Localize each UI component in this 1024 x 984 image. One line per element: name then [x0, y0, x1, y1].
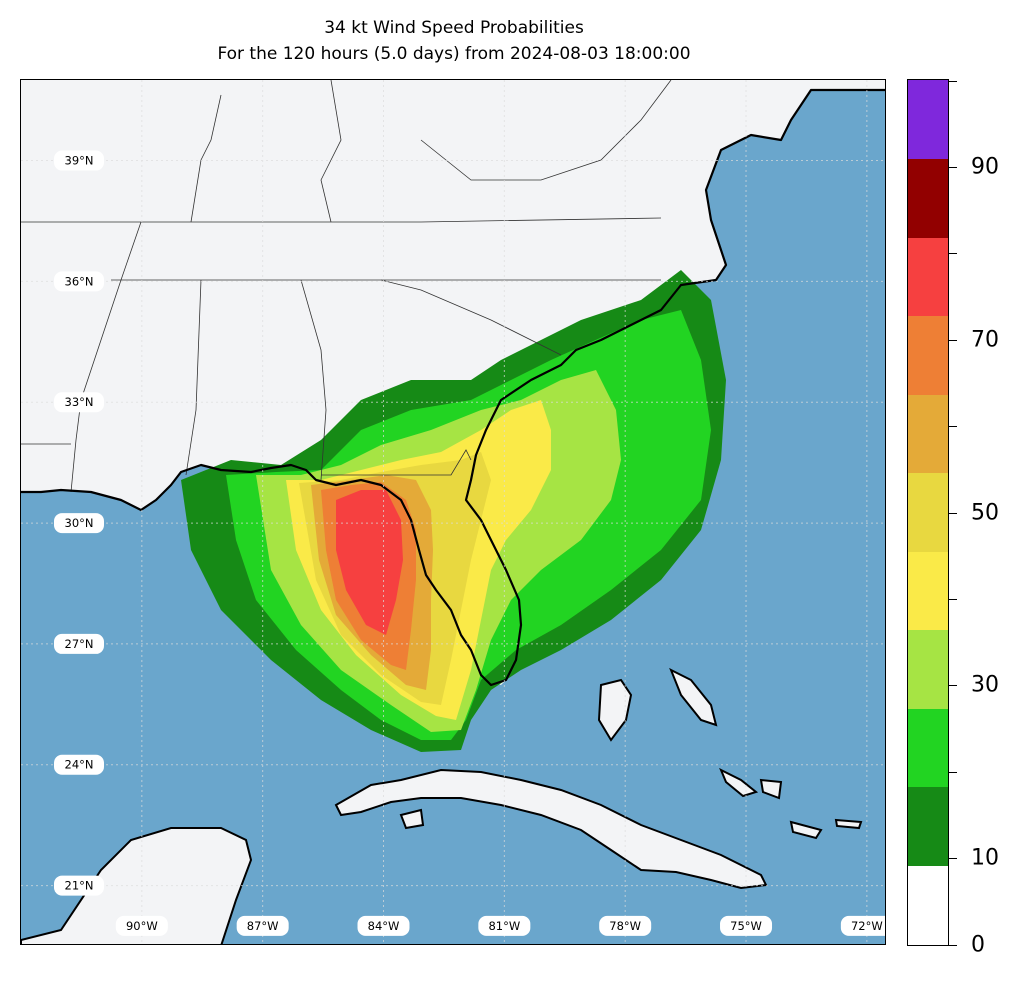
colorbar-segment — [908, 708, 948, 788]
colorbar-segment — [908, 786, 948, 866]
svg-text:30°N: 30°N — [65, 516, 94, 530]
lon-label: 84°W — [357, 915, 410, 936]
colorbar-tick — [949, 512, 957, 514]
colorbar-segment — [908, 80, 948, 160]
title-line1: 34 kt Wind Speed Probabilities — [324, 18, 584, 38]
colorbar-segment — [908, 865, 948, 945]
colorbar-tick — [949, 858, 957, 860]
colorbar-tick — [949, 253, 957, 255]
latitude-labels: 39°N 36°N 33°N 30°N 27°N 24°N 21°N — [54, 150, 104, 896]
lat-label: 24°N — [54, 754, 104, 775]
colorbar-tick — [949, 771, 957, 773]
longitude-labels: 90°W 87°W 84°W 81°W 78°W 75°W 72°W — [115, 915, 885, 936]
lon-label: 87°W — [236, 915, 289, 936]
probability-zone-80 — [336, 490, 403, 635]
svg-text:81°W: 81°W — [488, 919, 520, 933]
colorbar-tick — [949, 339, 957, 341]
colorbar-segment — [908, 629, 948, 709]
colorbar-tick — [949, 80, 957, 82]
lon-label: 78°W — [599, 915, 652, 936]
colorbar-tick — [949, 685, 957, 687]
bahamas — [399, 667, 863, 840]
colorbar-tick — [949, 166, 957, 168]
probability-swaths — [181, 270, 726, 752]
cuba — [334, 768, 768, 890]
colorbar-tick — [949, 944, 957, 946]
coastlines — [21, 88, 885, 687]
lat-label: 27°N — [54, 633, 104, 654]
colorbar-tick-label: 10 — [971, 845, 999, 871]
colorbar-segment — [908, 237, 948, 317]
lon-label: 90°W — [115, 915, 168, 936]
colorbar-segment — [908, 472, 948, 552]
svg-text:72°W: 72°W — [851, 919, 883, 933]
lon-label: 72°W — [840, 915, 885, 936]
svg-text:33°N: 33°N — [65, 395, 94, 409]
colorbar-tick — [949, 598, 957, 600]
lon-label: 81°W — [478, 915, 531, 936]
lat-label: 36°N — [54, 271, 104, 292]
svg-text:78°W: 78°W — [609, 919, 641, 933]
svg-text:84°W: 84°W — [368, 919, 400, 933]
colorbar-segment — [908, 394, 948, 474]
colorbar-tick-label: 70 — [971, 327, 999, 353]
svg-text:90°W: 90°W — [126, 919, 158, 933]
svg-text:75°W: 75°W — [730, 919, 762, 933]
colorbar-segment — [908, 158, 948, 238]
colorbar-tick — [949, 426, 957, 428]
title-line2: For the 120 hours (5.0 days) from 2024-0… — [217, 44, 691, 64]
svg-text:27°N: 27°N — [65, 637, 94, 651]
svg-text:39°N: 39°N — [65, 154, 94, 168]
svg-text:21°N: 21°N — [65, 879, 94, 893]
map-canvas: 39°N 36°N 33°N 30°N 27°N 24°N 21°N 90°W 87°W 84°… — [21, 80, 885, 944]
colorbar-tick-label: 30 — [971, 672, 999, 698]
colorbar-segment — [908, 551, 948, 631]
lat-label: 33°N — [54, 392, 104, 413]
lon-label: 75°W — [720, 915, 773, 936]
colorbar-tick-label: 50 — [971, 500, 999, 525]
colorbar-tick-label: 90 — [971, 154, 999, 180]
colorbar — [907, 79, 949, 946]
map-panel[interactable]: 39°N 36°N 33°N 30°N 27°N 24°N 21°N 90°W 87°W 84°… — [20, 79, 886, 945]
colorbar-segment — [908, 315, 948, 395]
svg-text:36°N: 36°N — [65, 274, 94, 288]
colorbar-tick-label: 0 — [971, 932, 985, 957]
svg-text:24°N: 24°N — [65, 758, 94, 772]
state-borders — [21, 80, 672, 493]
lat-label: 30°N — [54, 513, 104, 534]
lat-label: 21°N — [54, 875, 104, 896]
lat-label: 39°N — [54, 150, 104, 171]
svg-text:87°W: 87°W — [247, 919, 279, 933]
graticule-lines — [21, 80, 885, 944]
